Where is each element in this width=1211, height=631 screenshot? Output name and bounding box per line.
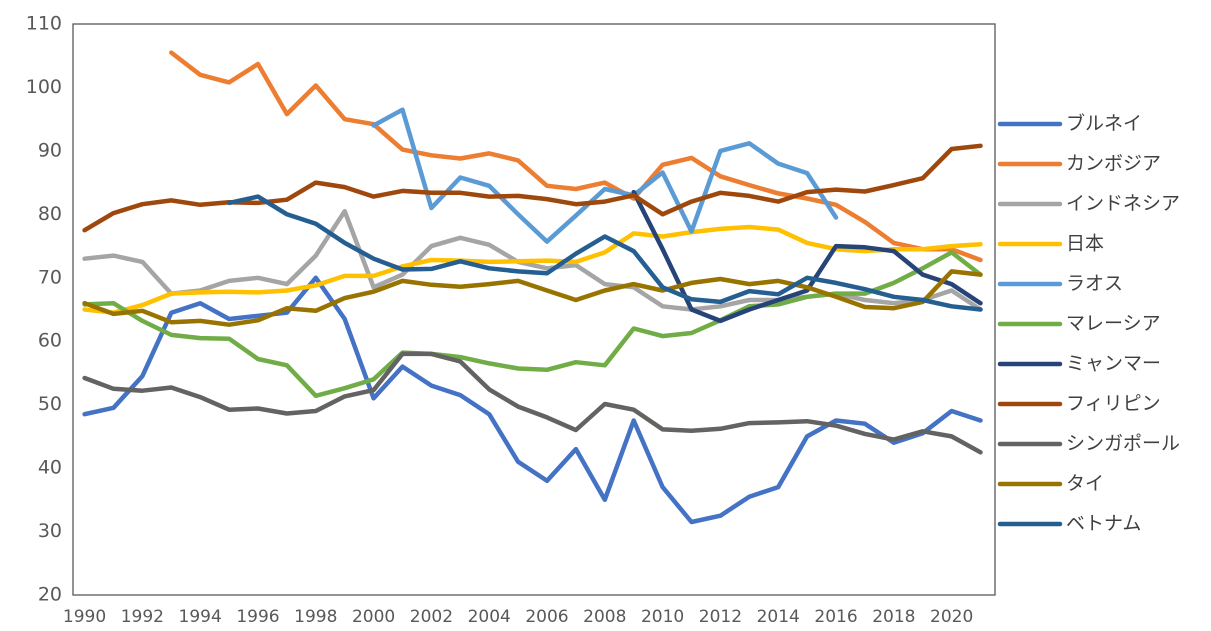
series-line — [82, 351, 983, 455]
y-tick-label: 100 — [26, 76, 62, 98]
y-tick-label: 110 — [26, 13, 62, 35]
y-tick-label: 60 — [38, 330, 62, 352]
series-line — [631, 189, 983, 324]
legend-label: インドネシア — [1066, 193, 1180, 215]
series-line — [82, 269, 983, 327]
series-line — [226, 194, 983, 312]
series-line — [169, 50, 983, 263]
y-tick-label: 30 — [38, 520, 62, 542]
legend-label: マレーシア — [1066, 313, 1161, 335]
x-tick-label: 2002 — [410, 607, 453, 627]
x-tick-label: 2014 — [757, 607, 800, 627]
legend-label: ラオス — [1066, 273, 1123, 295]
x-tick-label: 1996 — [236, 607, 279, 627]
plot-frame — [72, 23, 996, 596]
x-tick-label: 1990 — [63, 607, 106, 627]
x-tick-label: 2006 — [525, 607, 568, 627]
y-tick-label: 80 — [38, 203, 62, 225]
x-tick-label: 1992 — [121, 607, 164, 627]
legend-label: 日本 — [1066, 233, 1104, 255]
x-tick-label: 1998 — [294, 607, 337, 627]
x-tick-label: 2010 — [641, 607, 684, 627]
legend-label: ベトナム — [1066, 513, 1141, 535]
y-tick-label: 90 — [38, 139, 62, 161]
x-tick-label: 2000 — [352, 607, 395, 627]
x-tick-label: 2016 — [814, 607, 857, 627]
series-line — [82, 224, 983, 315]
legend-label: タイ — [1066, 473, 1104, 495]
x-tick-label: 2020 — [930, 607, 973, 627]
y-tick-label: 70 — [38, 266, 62, 288]
series-line — [82, 275, 983, 525]
legend-label: ブルネイ — [1066, 112, 1142, 135]
legend-label: フィリピン — [1066, 393, 1161, 415]
series-line — [371, 107, 839, 244]
y-tick-label: 40 — [38, 457, 62, 479]
legend-label: ミャンマー — [1066, 353, 1161, 375]
legend-label: シンガポール — [1066, 433, 1180, 455]
y-tick-label: 20 — [38, 584, 62, 606]
x-tick-label: 2018 — [872, 607, 915, 627]
x-tick-label: 2012 — [699, 607, 742, 627]
legend-label: カンボジア — [1066, 153, 1161, 175]
x-tick-label: 2004 — [468, 607, 511, 627]
x-tick-label: 1994 — [179, 607, 222, 627]
series-line — [82, 143, 983, 233]
x-tick-label: 2008 — [583, 607, 626, 627]
y-tick-label: 50 — [38, 393, 62, 415]
